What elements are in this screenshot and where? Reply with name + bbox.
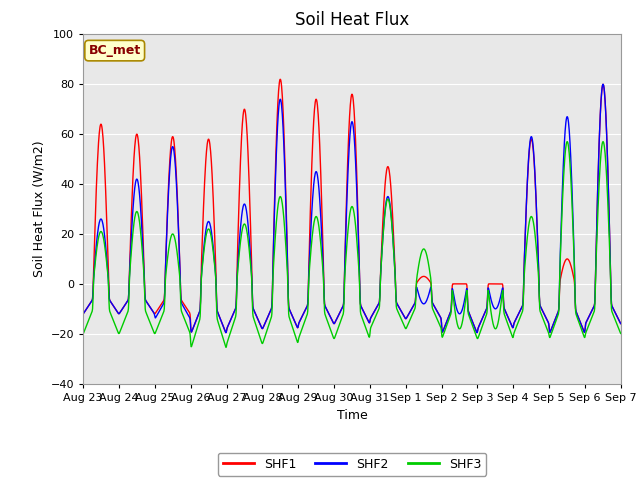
SHF3 <box>199 259 207 265</box>
SHF2 <box>617 321 625 326</box>
SHF1 <box>186 310 193 316</box>
SHF1 <box>617 321 625 326</box>
SHF3 <box>563 139 571 144</box>
SHF2 <box>79 311 87 316</box>
SHF2 <box>554 312 561 317</box>
SHF1 <box>276 76 284 82</box>
SHF2 <box>259 324 267 330</box>
Line: SHF1: SHF1 <box>83 79 621 333</box>
SHF3 <box>617 331 625 336</box>
SHF1 <box>199 224 207 229</box>
SHF3 <box>186 329 193 335</box>
Y-axis label: Soil Heat Flux (W/m2): Soil Heat Flux (W/m2) <box>32 141 45 277</box>
SHF3 <box>79 331 87 336</box>
SHF3 <box>259 339 267 345</box>
SHF2 <box>506 318 514 324</box>
Legend: SHF1, SHF2, SHF3: SHF1, SHF2, SHF3 <box>218 453 486 476</box>
SHF1 <box>436 313 444 319</box>
X-axis label: Time: Time <box>337 408 367 421</box>
SHF1 <box>222 330 230 336</box>
SHF3 <box>436 322 444 327</box>
Line: SHF2: SHF2 <box>83 84 621 333</box>
Title: Soil Heat Flux: Soil Heat Flux <box>295 11 409 29</box>
SHF1 <box>259 324 267 330</box>
SHF1 <box>554 311 561 316</box>
Line: SHF3: SHF3 <box>83 142 621 348</box>
SHF3 <box>222 345 230 350</box>
SHF2 <box>599 82 607 87</box>
SHF2 <box>222 330 230 336</box>
SHF2 <box>199 256 207 262</box>
SHF2 <box>436 313 444 319</box>
SHF3 <box>554 314 561 320</box>
Text: BC_met: BC_met <box>88 44 141 57</box>
SHF3 <box>506 327 514 333</box>
SHF1 <box>79 311 87 316</box>
SHF2 <box>186 315 193 321</box>
SHF1 <box>506 319 514 325</box>
